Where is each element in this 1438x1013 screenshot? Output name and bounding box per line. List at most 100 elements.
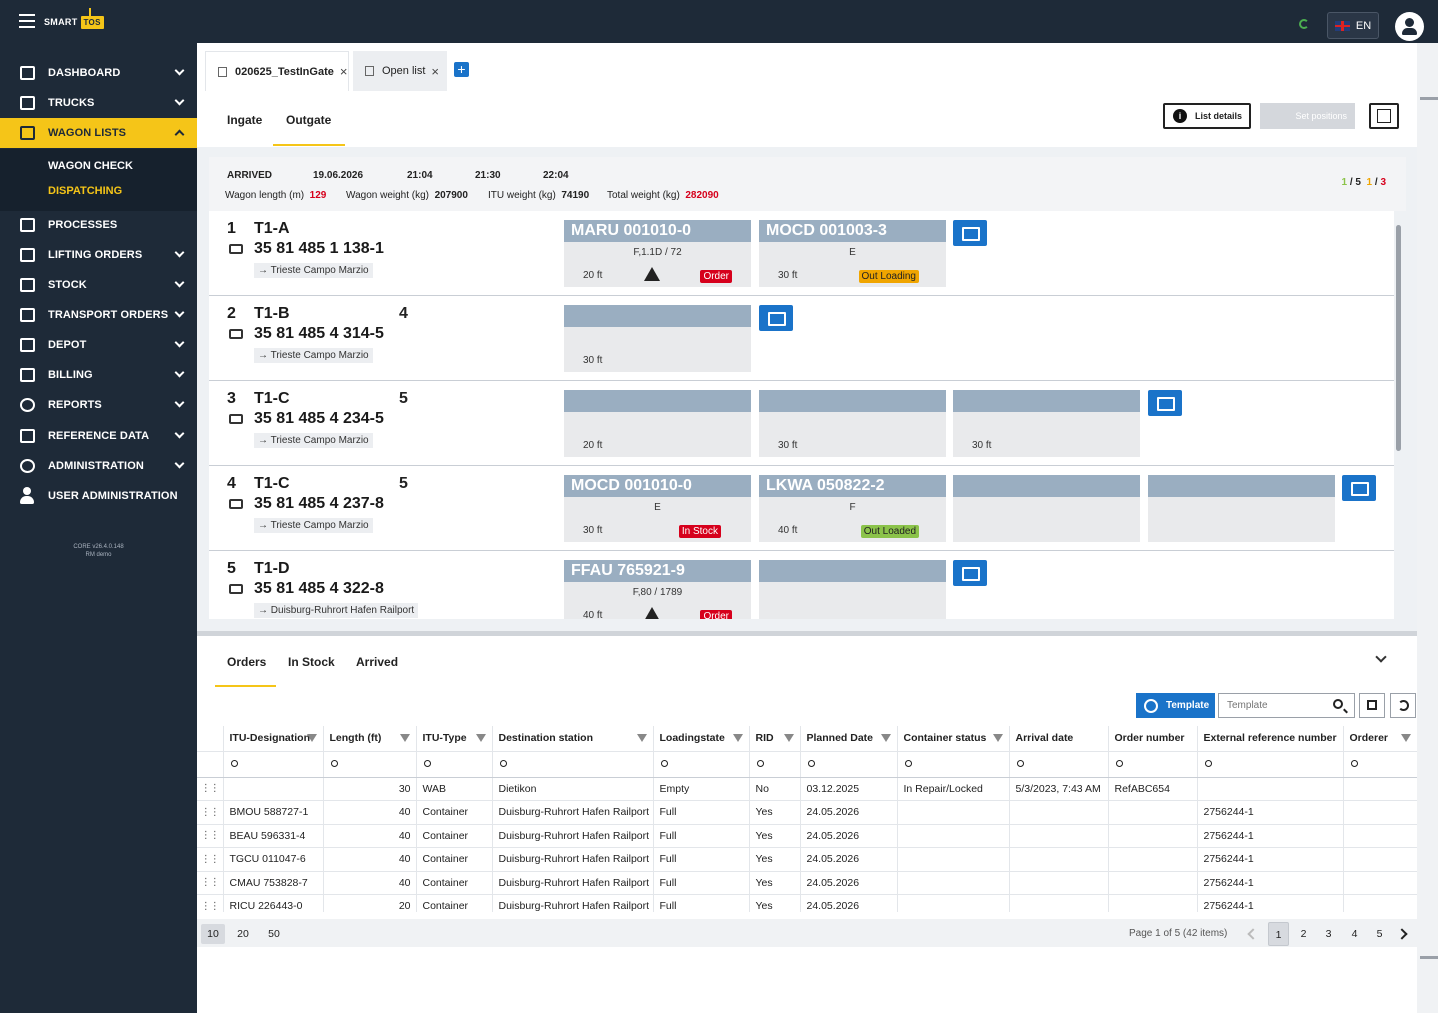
drag-handle-icon[interactable]: ⋮⋮ (197, 777, 224, 801)
chevron-right-icon[interactable] (1396, 928, 1408, 940)
column-filter-input[interactable] (749, 751, 801, 778)
wagon-row[interactable]: 1 T1-A 35 81 485 1 138-1 → Trieste Campo Ma… (209, 211, 1394, 296)
sidebar-item-stock[interactable]: STOCK (0, 270, 197, 300)
column-filter-input[interactable] (1197, 751, 1344, 778)
page-2[interactable]: 2 (1300, 928, 1307, 940)
doc-tab-open-list[interactable]: Open list × (353, 51, 447, 91)
wagon-row[interactable]: 4 T1-C 5 35 81 485 4 237-8 → Trieste Campo M… (209, 466, 1394, 551)
column-header[interactable]: ITU-Type (416, 726, 493, 752)
column-header[interactable]: Order number (1108, 726, 1198, 752)
column-header[interactable]: Loadingstate (653, 726, 750, 752)
column-header[interactable]: ITU-Designation (223, 726, 324, 752)
container-slot[interactable]: 20 ft (564, 390, 751, 457)
close-icon[interactable]: × (431, 63, 440, 79)
page-size-10[interactable]: 10 (201, 924, 225, 944)
container-slot[interactable]: 30 ft (953, 390, 1140, 457)
column-filter-input[interactable] (1343, 751, 1417, 778)
search-icon[interactable] (1333, 699, 1343, 709)
column-filter-input[interactable] (416, 751, 493, 778)
container-slot[interactable]: MOCD 001003-3 E 30 ft Out Loading (759, 220, 946, 287)
column-filter-input[interactable] (1009, 751, 1109, 778)
sidebar-item-dashboard[interactable]: DASHBOARD (0, 58, 197, 88)
set-positions-button[interactable]: Set positions (1260, 103, 1355, 129)
sidebar-item-lifting-orders[interactable]: LIFTING ORDERS (0, 240, 197, 270)
table-row[interactable]: ⋮⋮ RICU 226443-0 20 Container Duisburg-Ruhro… (197, 894, 1417, 912)
list-details-button[interactable]: i List details (1163, 103, 1251, 129)
filter-icon[interactable] (1400, 734, 1411, 742)
container-slot[interactable]: 30 ft (759, 390, 946, 457)
tab-arrived[interactable]: Arrived (356, 655, 399, 669)
sidebar-item-trucks[interactable]: TRUCKS (0, 88, 197, 118)
table-row[interactable]: ⋮⋮ CMAU 753828-7 40 Container Duisburg-Ruhro… (197, 871, 1417, 895)
container-slot[interactable] (953, 475, 1140, 542)
column-header[interactable]: Destination station (492, 726, 654, 752)
add-container-button[interactable] (1342, 475, 1376, 501)
container-slot[interactable]: MOCD 001010-0 E 30 ft In Stock (564, 475, 751, 542)
drag-handle-icon[interactable]: ⋮⋮ (197, 871, 224, 895)
column-header[interactable]: Length (ft) (323, 726, 417, 752)
column-filter-input[interactable] (653, 751, 750, 778)
container-slot[interactable]: LKWA 050822-2 F 40 ft Out Loaded (759, 475, 946, 542)
page-1[interactable]: 1 (1268, 922, 1289, 946)
add-container-button[interactable] (953, 560, 987, 586)
tab-ingate[interactable]: Ingate (227, 113, 263, 127)
sidebar-item-processes[interactable]: PROCESSES (0, 210, 197, 240)
column-header[interactable]: RID (749, 726, 801, 752)
column-filter-input[interactable] (800, 751, 898, 778)
close-icon[interactable]: × (339, 64, 348, 79)
column-filter-input[interactable] (323, 751, 417, 778)
sidebar-subitem-wagon-check[interactable]: WAGON CHECK (48, 160, 133, 172)
table-view-button[interactable] (1369, 103, 1399, 129)
column-header[interactable]: Orderer (1343, 726, 1417, 752)
drag-handle-icon[interactable]: ⋮⋮ (197, 847, 224, 872)
wagon-list-scrollbar[interactable] (1395, 215, 1402, 615)
sidebar-item-user-administration[interactable]: USER ADMINISTRATION (0, 481, 197, 511)
page-3[interactable]: 3 (1325, 928, 1332, 940)
table-row[interactable]: ⋮⋮ 30 WAB Dietikon Empty No 03.12.2025 In Repai… (197, 777, 1417, 801)
language-selector[interactable]: EN (1327, 12, 1379, 39)
hamburger-menu-icon[interactable] (19, 14, 35, 28)
wagon-row[interactable]: 5 T1-D 35 81 485 4 322-8 → Duisburg-Ruhrort… (209, 551, 1394, 619)
container-slot[interactable]: 30 ft (564, 305, 751, 372)
sidebar-item-transport-orders[interactable]: TRANSPORT ORDERS (0, 300, 197, 330)
container-slot[interactable] (759, 560, 946, 619)
sidebar-item-reports[interactable]: REPORTS (0, 390, 197, 420)
drag-handle-icon[interactable]: ⋮⋮ (197, 824, 224, 848)
tab-in-stock[interactable]: In Stock (288, 655, 335, 669)
container-slot[interactable]: MARU 001010-0 F,1.1D / 72 20 ft Order (564, 220, 751, 287)
user-avatar-icon[interactable] (1395, 12, 1424, 41)
sidebar-item-depot[interactable]: DEPOT (0, 330, 197, 360)
add-container-button[interactable] (1148, 390, 1182, 416)
table-row[interactable]: ⋮⋮ BEAU 596331-4 40 Container Duisburg-Ruhro… (197, 824, 1417, 848)
sidebar-item-billing[interactable]: BILLING (0, 360, 197, 390)
sidebar-item-administration[interactable]: ADMINISTRATION (0, 451, 197, 481)
drag-handle-icon[interactable]: ⋮⋮ (197, 894, 224, 912)
container-slot[interactable]: FFAU 765921-9 F,80 / 1789 40 ft Order (564, 560, 751, 619)
filter-icon[interactable] (306, 734, 317, 742)
sidebar-item-reference-data[interactable]: REFERENCE DATA (0, 421, 197, 451)
column-header[interactable]: Planned Date (800, 726, 898, 752)
table-row[interactable]: ⋮⋮ TGCU 011047-6 40 Container Duisburg-Ruhro… (197, 847, 1417, 872)
chevron-down-icon[interactable] (1375, 651, 1387, 663)
page-4[interactable]: 4 (1351, 928, 1358, 940)
scrollbar-thumb[interactable] (1396, 225, 1401, 451)
app-logo[interactable]: SMART TOS (44, 8, 104, 29)
panel-splitter[interactable] (197, 631, 1417, 636)
sidebar-item-wagon-lists[interactable]: WAGON LISTS (0, 118, 197, 148)
wagon-row[interactable]: 3 T1-C 5 35 81 485 4 234-5 → Trieste Campo M… (209, 381, 1394, 466)
page-size-50[interactable]: 50 (268, 928, 280, 940)
column-filter-input[interactable] (1108, 751, 1198, 778)
add-tab-button[interactable]: + (454, 62, 469, 77)
filter-icon[interactable] (475, 734, 486, 742)
filter-icon[interactable] (399, 734, 410, 742)
drag-handle-icon[interactable]: ⋮⋮ (197, 800, 224, 825)
column-filter-input[interactable] (492, 751, 654, 778)
column-header[interactable]: External reference number (1197, 726, 1344, 752)
doc-tab-testingate[interactable]: 020625_TestInGate × (205, 51, 349, 91)
column-header[interactable]: Arrival date (1009, 726, 1109, 752)
filter-icon[interactable] (732, 734, 743, 742)
reset-button[interactable] (1390, 693, 1416, 718)
filter-icon[interactable] (992, 734, 1003, 742)
column-filter-input[interactable] (223, 751, 324, 778)
filter-icon[interactable] (636, 734, 647, 742)
